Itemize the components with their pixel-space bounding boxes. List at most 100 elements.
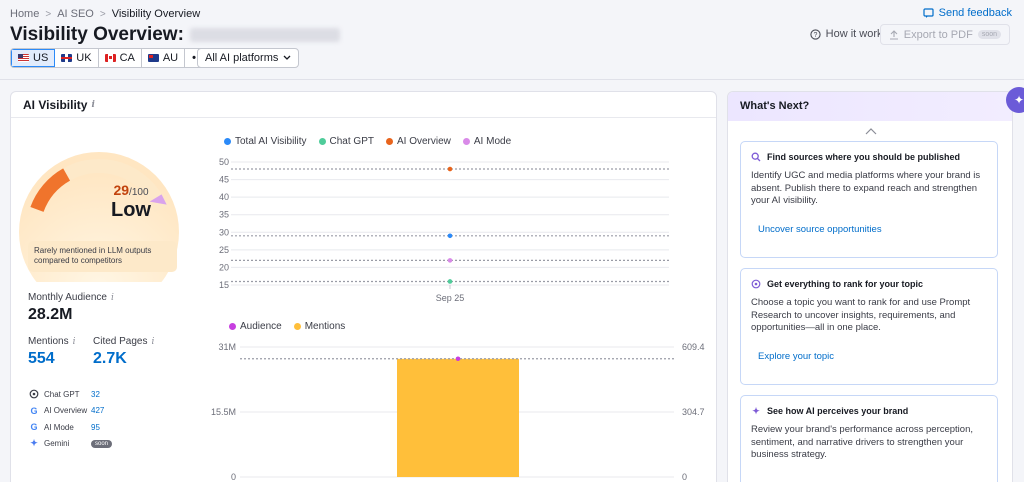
cited-pages-value[interactable]: 2.7K <box>93 350 127 367</box>
card-description: Identify UGC and media platforms where y… <box>751 170 981 206</box>
ai-visibility-title: AI Visibility i <box>23 98 95 112</box>
country-label: AU <box>162 52 179 64</box>
sparkle-icon: ✦ <box>1013 93 1024 107</box>
info-icon[interactable]: i <box>151 336 155 347</box>
legend-dot-ai-overview <box>385 138 393 145</box>
soon-badge: soon <box>977 30 1001 39</box>
platform-name: Chat GPT <box>44 389 80 399</box>
legend-dot-mentions <box>293 323 301 330</box>
y-right-tick-label: 609.4 <box>682 342 705 352</box>
country-ca-button[interactable]: CA <box>99 49 142 67</box>
card-title-text: See how AI perceives your brand <box>767 406 909 416</box>
gauge-marker <box>149 194 167 205</box>
platform-row-ai-overview: G AI Overview 427 <box>29 403 129 420</box>
card-description: Choose a topic you want to rank for and … <box>751 297 971 333</box>
ai-visibility-card: AI Visibility i 29/100 Low Rarely mentio… <box>10 91 717 482</box>
google-icon: G <box>30 405 38 416</box>
monthly-audience-label-text: Monthly Audience <box>28 292 107 303</box>
bar-mentions[interactable] <box>397 358 519 477</box>
monthly-audience-label: Monthly Audience i <box>28 292 114 303</box>
country-label: UK <box>76 52 92 64</box>
country-selector: US UK CA AU ••• <box>10 48 215 68</box>
platform-value[interactable]: 427 <box>91 406 105 416</box>
legend-dot-audience <box>229 323 236 330</box>
how-it-works-button[interactable]: ? How it works <box>810 28 888 40</box>
breadcrumb-ai-seo[interactable]: AI SEO <box>57 8 94 20</box>
export-pdf-label: Export to PDF <box>903 28 973 41</box>
platform-value[interactable]: 95 <box>91 422 100 432</box>
y-tick-label: 30 <box>219 227 229 237</box>
data-point-audience[interactable] <box>455 356 461 362</box>
score-value: 29/100 <box>71 182 191 198</box>
visibility-chart: 15 20 25 30 35 40 45 50 Sep 25 <box>219 157 669 303</box>
whats-next-card-title: Get everything to rank for your topic <box>751 279 987 289</box>
legend-item-mentions[interactable]: Mentions <box>293 321 346 332</box>
breadcrumb-home[interactable]: Home <box>10 8 40 20</box>
info-icon[interactable]: i <box>91 100 95 110</box>
card-title-text: Find sources where you should be publish… <box>767 152 961 162</box>
country-uk-button[interactable]: UK <box>55 49 99 67</box>
legend-item-chatgpt[interactable]: Chat GPT <box>318 136 374 147</box>
score-max: /100 <box>129 187 149 198</box>
info-icon[interactable]: i <box>110 292 114 303</box>
legend-dot-total <box>224 138 231 145</box>
whats-next-card-perception: ✦ See how AI perceives your brand Review… <box>740 395 998 482</box>
chevron-up-icon[interactable] <box>865 127 877 135</box>
y-left-tick-label: 31M <box>218 342 236 352</box>
gauge-fill <box>30 168 71 213</box>
mentions-label: Mentions i <box>28 336 75 347</box>
chevron-down-icon <box>283 55 291 60</box>
export-pdf-button[interactable]: Export to PDF soon <box>879 24 1010 45</box>
legend-label-mentions: Mentions <box>304 321 346 332</box>
platform-breakdown-list: Chat GPT 32 G AI Overview 427 G AI Mode … <box>29 386 129 452</box>
uk-flag-icon <box>61 54 73 62</box>
info-icon[interactable]: i <box>72 336 76 347</box>
legend-item-total[interactable]: Total AI Visibility <box>224 136 307 147</box>
x-tick-label: Sep 25 <box>436 293 465 303</box>
data-point-ai-mode[interactable] <box>447 258 453 263</box>
feedback-icon <box>923 7 934 18</box>
data-point-chatgpt[interactable] <box>447 279 453 284</box>
chatgpt-icon <box>29 389 39 399</box>
data-point-total[interactable] <box>447 233 453 239</box>
legend-item-audience[interactable]: Audience <box>229 321 282 332</box>
legend-dot-ai-mode <box>462 138 470 145</box>
mentions-value[interactable]: 554 <box>28 350 55 367</box>
card-description: Review your brand's performance across p… <box>751 424 974 460</box>
platform-row-gemini: ✦ Gemini soon <box>29 436 129 453</box>
ai-platform-select[interactable]: All AI platforms <box>197 48 300 68</box>
whats-next-title: What's Next? <box>728 92 1012 121</box>
y-tick-label: 25 <box>219 245 229 255</box>
platform-row-chatgpt: Chat GPT 32 <box>29 386 129 403</box>
au-flag-icon <box>147 54 159 62</box>
country-au-button[interactable]: AU <box>142 49 186 67</box>
blurred-domain <box>189 28 340 42</box>
send-feedback-button[interactable]: Send feedback <box>923 7 1012 19</box>
chevron-right-icon: > <box>99 8 106 20</box>
y-tick-label: 35 <box>219 210 229 220</box>
legend-item-ai-mode[interactable]: AI Mode <box>462 136 511 147</box>
sparkle-icon: ✦ <box>752 405 760 416</box>
legend-label-ai-overview: AI Overview <box>396 136 451 147</box>
y-tick-label: 20 <box>219 262 229 272</box>
ai-assistant-button[interactable]: ✦ <box>1006 87 1024 113</box>
audience-chart: 31M 15.5M 0 609.4 304.7 0 <box>211 342 705 482</box>
search-icon <box>751 152 761 162</box>
legend-item-ai-overview[interactable]: AI Overview <box>385 136 451 147</box>
y-tick-label: 45 <box>219 175 229 185</box>
uncover-source-opportunities-link[interactable]: Uncover source opportunities <box>758 223 882 235</box>
legend-dot-chatgpt <box>318 138 326 145</box>
legend-label-total: Total AI Visibility <box>235 136 307 147</box>
platform-value[interactable]: 32 <box>91 389 100 399</box>
us-flag-icon <box>18 54 29 62</box>
card-divider <box>11 117 716 118</box>
data-point-ai-overview[interactable] <box>447 166 453 172</box>
help-circle-icon: ? <box>810 28 821 40</box>
card-title-text: Get everything to rank for your topic <box>767 279 924 289</box>
monthly-audience-value: 28.2M <box>28 306 73 323</box>
visibility-chart-legend: Total AI Visibility Chat GPT AI Overview… <box>224 136 511 147</box>
explore-your-topic-link[interactable]: Explore your topic <box>758 350 835 362</box>
platform-name: AI Mode <box>44 422 74 432</box>
country-us-button[interactable]: US <box>11 49 56 67</box>
send-feedback-label: Send feedback <box>938 7 1012 19</box>
